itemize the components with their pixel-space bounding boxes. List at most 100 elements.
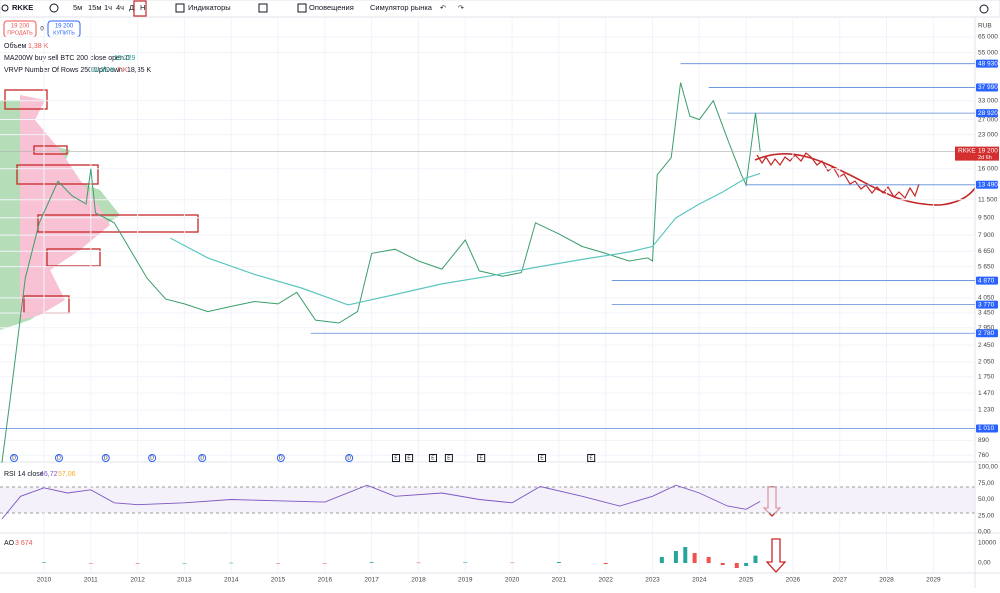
event-marker[interactable] xyxy=(10,454,19,462)
event-marker-label: E xyxy=(431,455,435,461)
indicators-button[interactable]: Индикаторы xyxy=(188,3,231,12)
y-tick-label: 65 000 xyxy=(978,34,998,41)
layouts-icon[interactable] xyxy=(258,3,268,13)
event-marker[interactable] xyxy=(477,454,486,462)
y-tick-label: 1 230 xyxy=(978,407,995,414)
legend-vrvp: VRVP Number Of Rows 250 Up/Down xyxy=(4,67,123,74)
y-tick-label: 5 650 xyxy=(978,263,995,270)
interval-button[interactable]: 1ч xyxy=(104,3,112,12)
rsi-title: RSI 14 close xyxy=(4,471,44,478)
interval-button[interactable]: Н xyxy=(140,3,145,12)
interval-button[interactable]: 15м xyxy=(88,3,102,12)
event-marker[interactable] xyxy=(198,454,207,462)
legend-vrvp-down: 7 K xyxy=(117,67,128,74)
rsi-tick-label: 75,00 xyxy=(978,480,995,487)
fullscreen[interactable] xyxy=(979,4,989,14)
ao-bar xyxy=(416,562,421,564)
level-tag xyxy=(976,424,998,433)
event-marker-label: E xyxy=(394,455,398,461)
buy-price: 19 200 xyxy=(55,24,74,30)
symbol[interactable]: RKKE xyxy=(12,3,33,12)
ao-bar xyxy=(603,563,608,564)
alerts-button[interactable]: Оповещения xyxy=(309,3,354,12)
ao-bar xyxy=(734,563,739,568)
x-tick-label: 2014 xyxy=(224,577,239,584)
event-marker[interactable] xyxy=(587,454,596,462)
event-marker[interactable] xyxy=(148,454,157,462)
y-tick-label: 2 050 xyxy=(978,359,995,366)
y-tick-label: 1 470 xyxy=(978,390,995,397)
y-tick-label: 2 950 xyxy=(978,324,995,331)
level-tag xyxy=(976,83,998,92)
level-tag xyxy=(976,300,998,309)
event-marker[interactable] xyxy=(391,454,400,462)
event-marker-label: E xyxy=(540,455,544,461)
event-marker-label: D xyxy=(200,455,204,461)
ao-bar xyxy=(556,562,561,563)
search-icon[interactable] xyxy=(1,4,9,12)
level-label: 13 490 xyxy=(978,182,998,189)
event-marker[interactable] xyxy=(54,454,63,462)
level-label: 48 930 xyxy=(978,60,998,67)
ao-bar xyxy=(659,557,664,563)
event-marker[interactable] xyxy=(538,454,547,462)
level-tag xyxy=(976,59,998,68)
currency[interactable]: RUB xyxy=(978,23,992,30)
event-marker[interactable] xyxy=(345,454,354,462)
simulator-button[interactable]: Симулятор рынка xyxy=(370,3,433,12)
ao-title: AO xyxy=(4,540,15,547)
interval-button[interactable]: Д xyxy=(129,3,134,12)
x-tick-label: 2025 xyxy=(739,577,754,584)
ao-bar xyxy=(276,563,281,564)
x-tick-label: 2028 xyxy=(879,577,894,584)
x-tick-label: 2012 xyxy=(130,577,145,584)
undo[interactable]: ↶ xyxy=(440,5,446,12)
event-marker-label: D xyxy=(279,455,283,461)
interval-highlight xyxy=(133,0,147,17)
interval-button[interactable]: 4ч xyxy=(116,3,124,12)
y-tick-label: 55 000 xyxy=(978,49,998,56)
level-label: 37 990 xyxy=(978,84,998,91)
legend-ma: MA200W buy sell BTC 200 close open 0 xyxy=(4,55,130,62)
ao-bar xyxy=(692,553,697,563)
indicators-icon xyxy=(175,3,185,13)
ao-bar xyxy=(463,562,468,563)
event-marker[interactable] xyxy=(276,454,285,462)
legend-volume-value: 1,38 K xyxy=(28,43,49,50)
redo[interactable]: ↷ xyxy=(458,5,464,12)
y-tick-label: 6 650 xyxy=(978,248,995,255)
ao-bar xyxy=(683,547,688,563)
y-tick-label: 890 xyxy=(978,437,989,444)
x-tick-label: 2029 xyxy=(926,577,941,584)
y-tick-label: 11 500 xyxy=(978,197,998,204)
add-symbol[interactable] xyxy=(49,3,59,13)
x-tick-label: 2015 xyxy=(271,577,286,584)
ao-bar xyxy=(706,557,711,563)
rsi-signal: 57,06 xyxy=(58,471,76,478)
x-tick-label: 2022 xyxy=(598,577,613,584)
x-tick-label: 2018 xyxy=(411,577,426,584)
ao-bar xyxy=(673,551,678,563)
price-line xyxy=(1,82,761,463)
interval-button[interactable]: 5м xyxy=(73,3,82,12)
spread: 0 xyxy=(40,27,44,33)
x-tick-label: 2023 xyxy=(645,577,660,584)
level-tag xyxy=(976,109,998,118)
event-marker[interactable] xyxy=(405,454,414,462)
event-marker[interactable] xyxy=(444,454,453,462)
legend-ma-value: 15 229 xyxy=(114,55,136,62)
rsi-tick-label: 100,00 xyxy=(978,464,998,471)
sell-price: 19 200 xyxy=(11,24,30,30)
x-tick-label: 2016 xyxy=(318,577,333,584)
y-tick-label: 27 000 xyxy=(978,116,998,123)
toolbar xyxy=(0,0,1000,18)
rsi-tick-label: 25,00 xyxy=(978,512,995,519)
event-marker[interactable] xyxy=(101,454,110,462)
buy-label: КУПИТЬ xyxy=(53,30,75,36)
event-marker[interactable] xyxy=(428,454,437,462)
last-price-tag xyxy=(955,146,999,161)
ao-tick-label: 0,00 xyxy=(978,560,991,567)
level-label: 4 870 xyxy=(978,277,995,284)
ao-bar xyxy=(753,555,758,563)
